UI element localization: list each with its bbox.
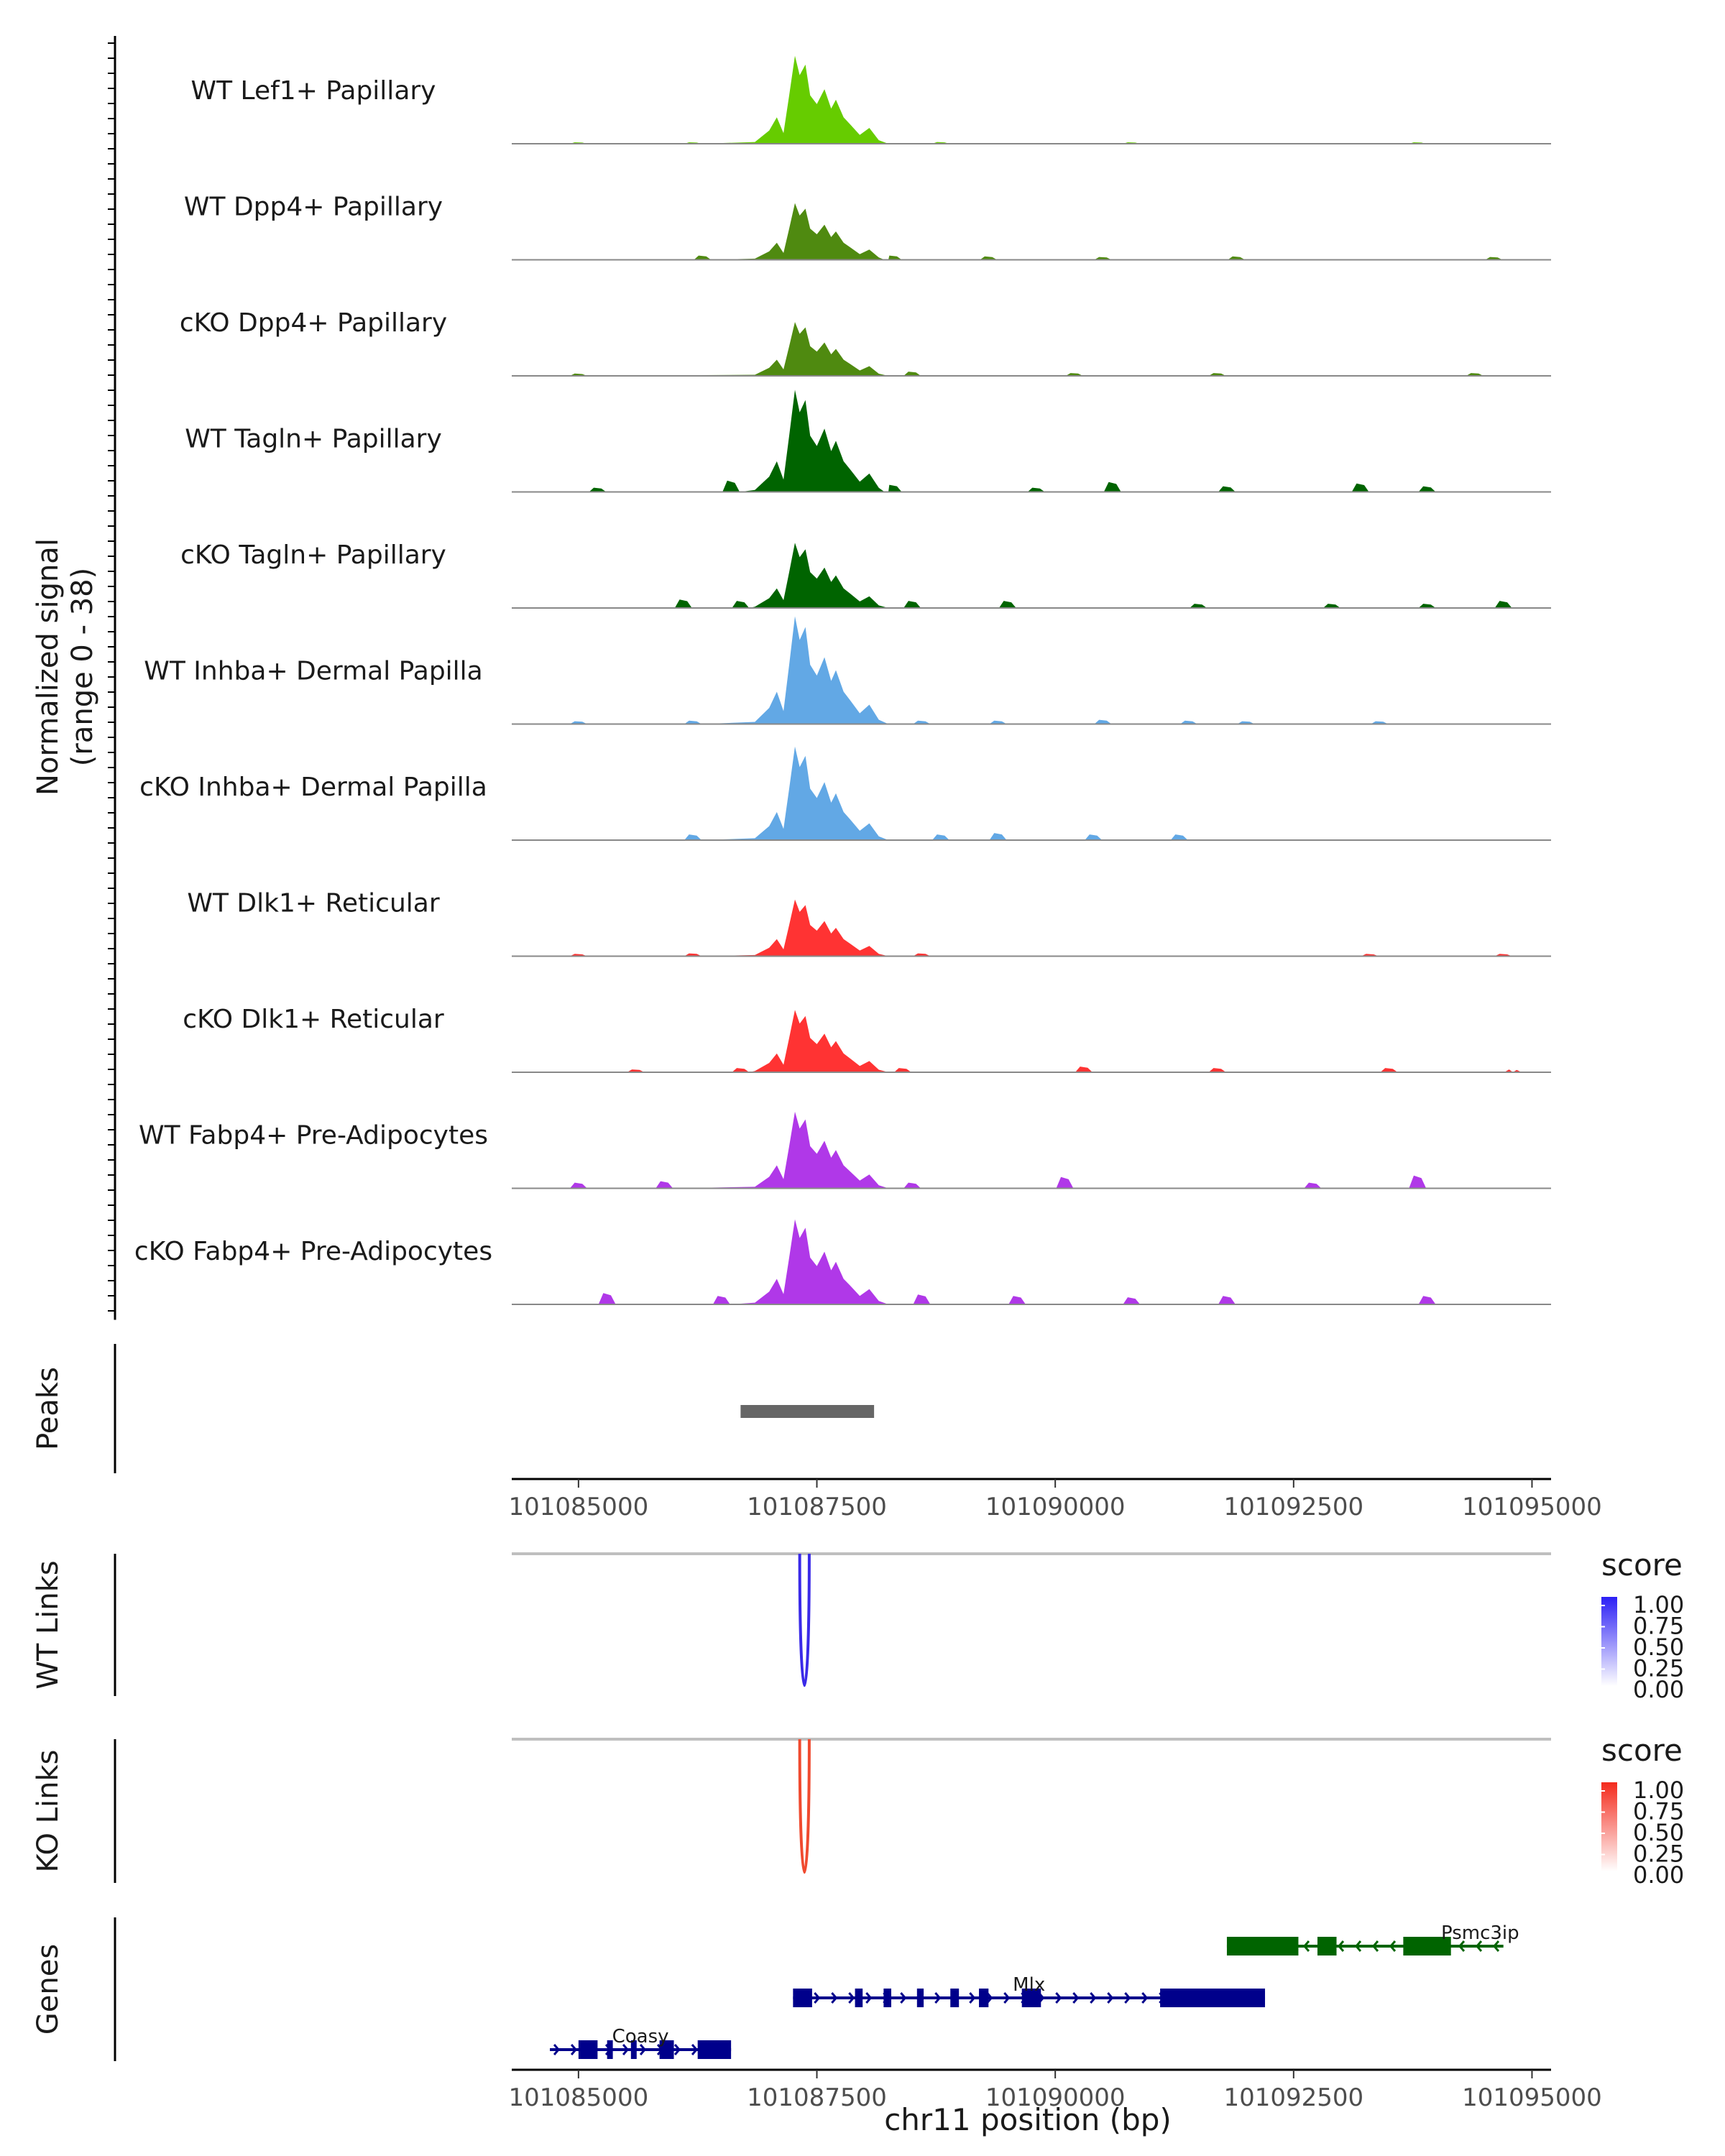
track-label: WT Dlk1+ Reticular <box>187 889 439 918</box>
x-tick-label: 101092500 <box>1223 2083 1363 2112</box>
coverage-area <box>540 747 1513 840</box>
gene-name: Coasy <box>612 2026 669 2047</box>
gene-exon <box>1317 1937 1337 1955</box>
legend-title: score <box>1601 1733 1683 1768</box>
x-axis-label: chr11 position (bp) <box>884 2102 1172 2137</box>
link-panel: WT Linksscore1.000.750.500.250.00 <box>32 1547 1684 1703</box>
coverage-y-axis <box>108 36 115 1320</box>
gene-exon <box>1160 1989 1265 2007</box>
peak-region <box>740 1405 874 1418</box>
coverage-track: WT Dlk1+ Reticular <box>187 889 1551 957</box>
gene-exon <box>950 1989 959 2007</box>
track-label: WT Fabp4+ Pre-Adipocytes <box>139 1121 488 1151</box>
coverage-track: cKO Dlk1+ Reticular <box>183 1005 1551 1072</box>
track-label: cKO Dpp4+ Papillary <box>180 308 447 338</box>
figure: Normalized signal (range 0 - 38) WT Lef1… <box>0 0 1725 2156</box>
coverage-track: WT Tagln+ Papillary <box>185 390 1551 492</box>
x-tick-label: 101087500 <box>747 2083 887 2112</box>
coverage-y-range-label: (range 0 - 38) <box>66 568 99 766</box>
coverage-area <box>540 390 1513 492</box>
x-tick-label: 101092500 <box>1223 1493 1363 1521</box>
link-track-label: KO Links <box>32 1750 65 1873</box>
track-label: cKO Dlk1+ Reticular <box>183 1005 444 1034</box>
gene-exon <box>883 1989 891 2007</box>
gene: Mlx <box>793 1974 1265 2007</box>
link-arc <box>800 1554 809 1685</box>
coverage-track: WT Dpp4+ Papillary <box>184 193 1551 260</box>
gene-exon <box>698 2040 731 2059</box>
track-label: cKO Fabp4+ Pre-Adipocytes <box>134 1237 492 1266</box>
coverage-tracks: WT Lef1+ Papillary WT Dpp4+ Papillary cKO … <box>134 56 1551 1304</box>
peaks-panel: Peaks <box>32 1344 874 1473</box>
coverage-track: cKO Inhba+ Dermal Papilla <box>139 747 1551 840</box>
coverage-track: cKO Tagln+ Papillary <box>180 540 1551 608</box>
gene-exon <box>579 2040 598 2059</box>
link-panel: KO Linksscore1.000.750.500.250.00 <box>32 1733 1684 1889</box>
track-label: WT Lef1+ Papillary <box>191 76 436 106</box>
coverage-track: WT Inhba+ Dermal Papilla <box>144 617 1551 724</box>
coverage-y-label: Normalized signal <box>32 538 65 796</box>
coverage-area <box>540 203 1513 260</box>
coverage-area <box>540 900 1513 957</box>
coverage-area <box>540 56 1513 144</box>
x-tick-label: 101090000 <box>985 1493 1126 1521</box>
coverage-track: cKO Dpp4+ Papillary <box>180 308 1551 376</box>
coverage-track: cKO Fabp4+ Pre-Adipocytes <box>134 1220 1551 1304</box>
genes-panel: Genes Psmc3ip Mlx Coasy <box>32 1917 1519 2061</box>
gene-name: Psmc3ip <box>1441 1922 1519 1944</box>
track-label: cKO Inhba+ Dermal Papilla <box>139 773 487 802</box>
coverage-track: WT Lef1+ Papillary <box>191 56 1551 144</box>
gene-exon <box>917 1989 924 2007</box>
link-track-label: WT Links <box>32 1560 65 1689</box>
coverage-area <box>540 543 1513 608</box>
peaks-label: Peaks <box>32 1367 65 1450</box>
x-axis-top: 101085000 101087500 101090000 101092500 1010… <box>509 1479 1602 1521</box>
gene: Coasy <box>550 2026 731 2059</box>
gene-name: Mlx <box>1013 1974 1045 1996</box>
coverage-area <box>540 617 1513 724</box>
coverage-track: WT Fabp4+ Pre-Adipocytes <box>139 1112 1551 1189</box>
coverage-area <box>540 1220 1513 1304</box>
x-tick-label: 101085000 <box>509 1493 649 1521</box>
gene-exon <box>793 1989 812 2007</box>
track-label: WT Dpp4+ Papillary <box>184 193 443 222</box>
legend-title: score <box>1601 1547 1683 1583</box>
x-tick-label: 101087500 <box>747 1493 887 1521</box>
legend-colorbar <box>1601 1782 1617 1871</box>
gene: Psmc3ip <box>1227 1922 1519 1955</box>
coverage-area <box>540 322 1513 376</box>
x-tick-label: 101095000 <box>1462 2083 1602 2112</box>
x-tick-label: 101095000 <box>1462 1493 1602 1521</box>
gene-exon <box>979 1989 988 2007</box>
genes-label: Genes <box>32 1944 65 2035</box>
links-panels: WT Linksscore1.000.750.500.250.00KO Link… <box>32 1547 1684 1889</box>
legend-label: 0.00 <box>1633 1861 1684 1889</box>
gene-exon <box>1227 1937 1298 1955</box>
track-label: WT Inhba+ Dermal Papilla <box>144 657 482 686</box>
track-label: WT Tagln+ Papillary <box>185 425 442 454</box>
coverage-area <box>540 1112 1513 1189</box>
link-arc <box>800 1739 809 1872</box>
legend-label: 0.00 <box>1633 1676 1684 1703</box>
gene-exon <box>855 1989 863 2007</box>
coverage-area <box>540 1010 1522 1072</box>
track-label: cKO Tagln+ Papillary <box>180 540 446 570</box>
x-tick-label: 101085000 <box>509 2083 649 2112</box>
legend-colorbar <box>1601 1597 1617 1686</box>
